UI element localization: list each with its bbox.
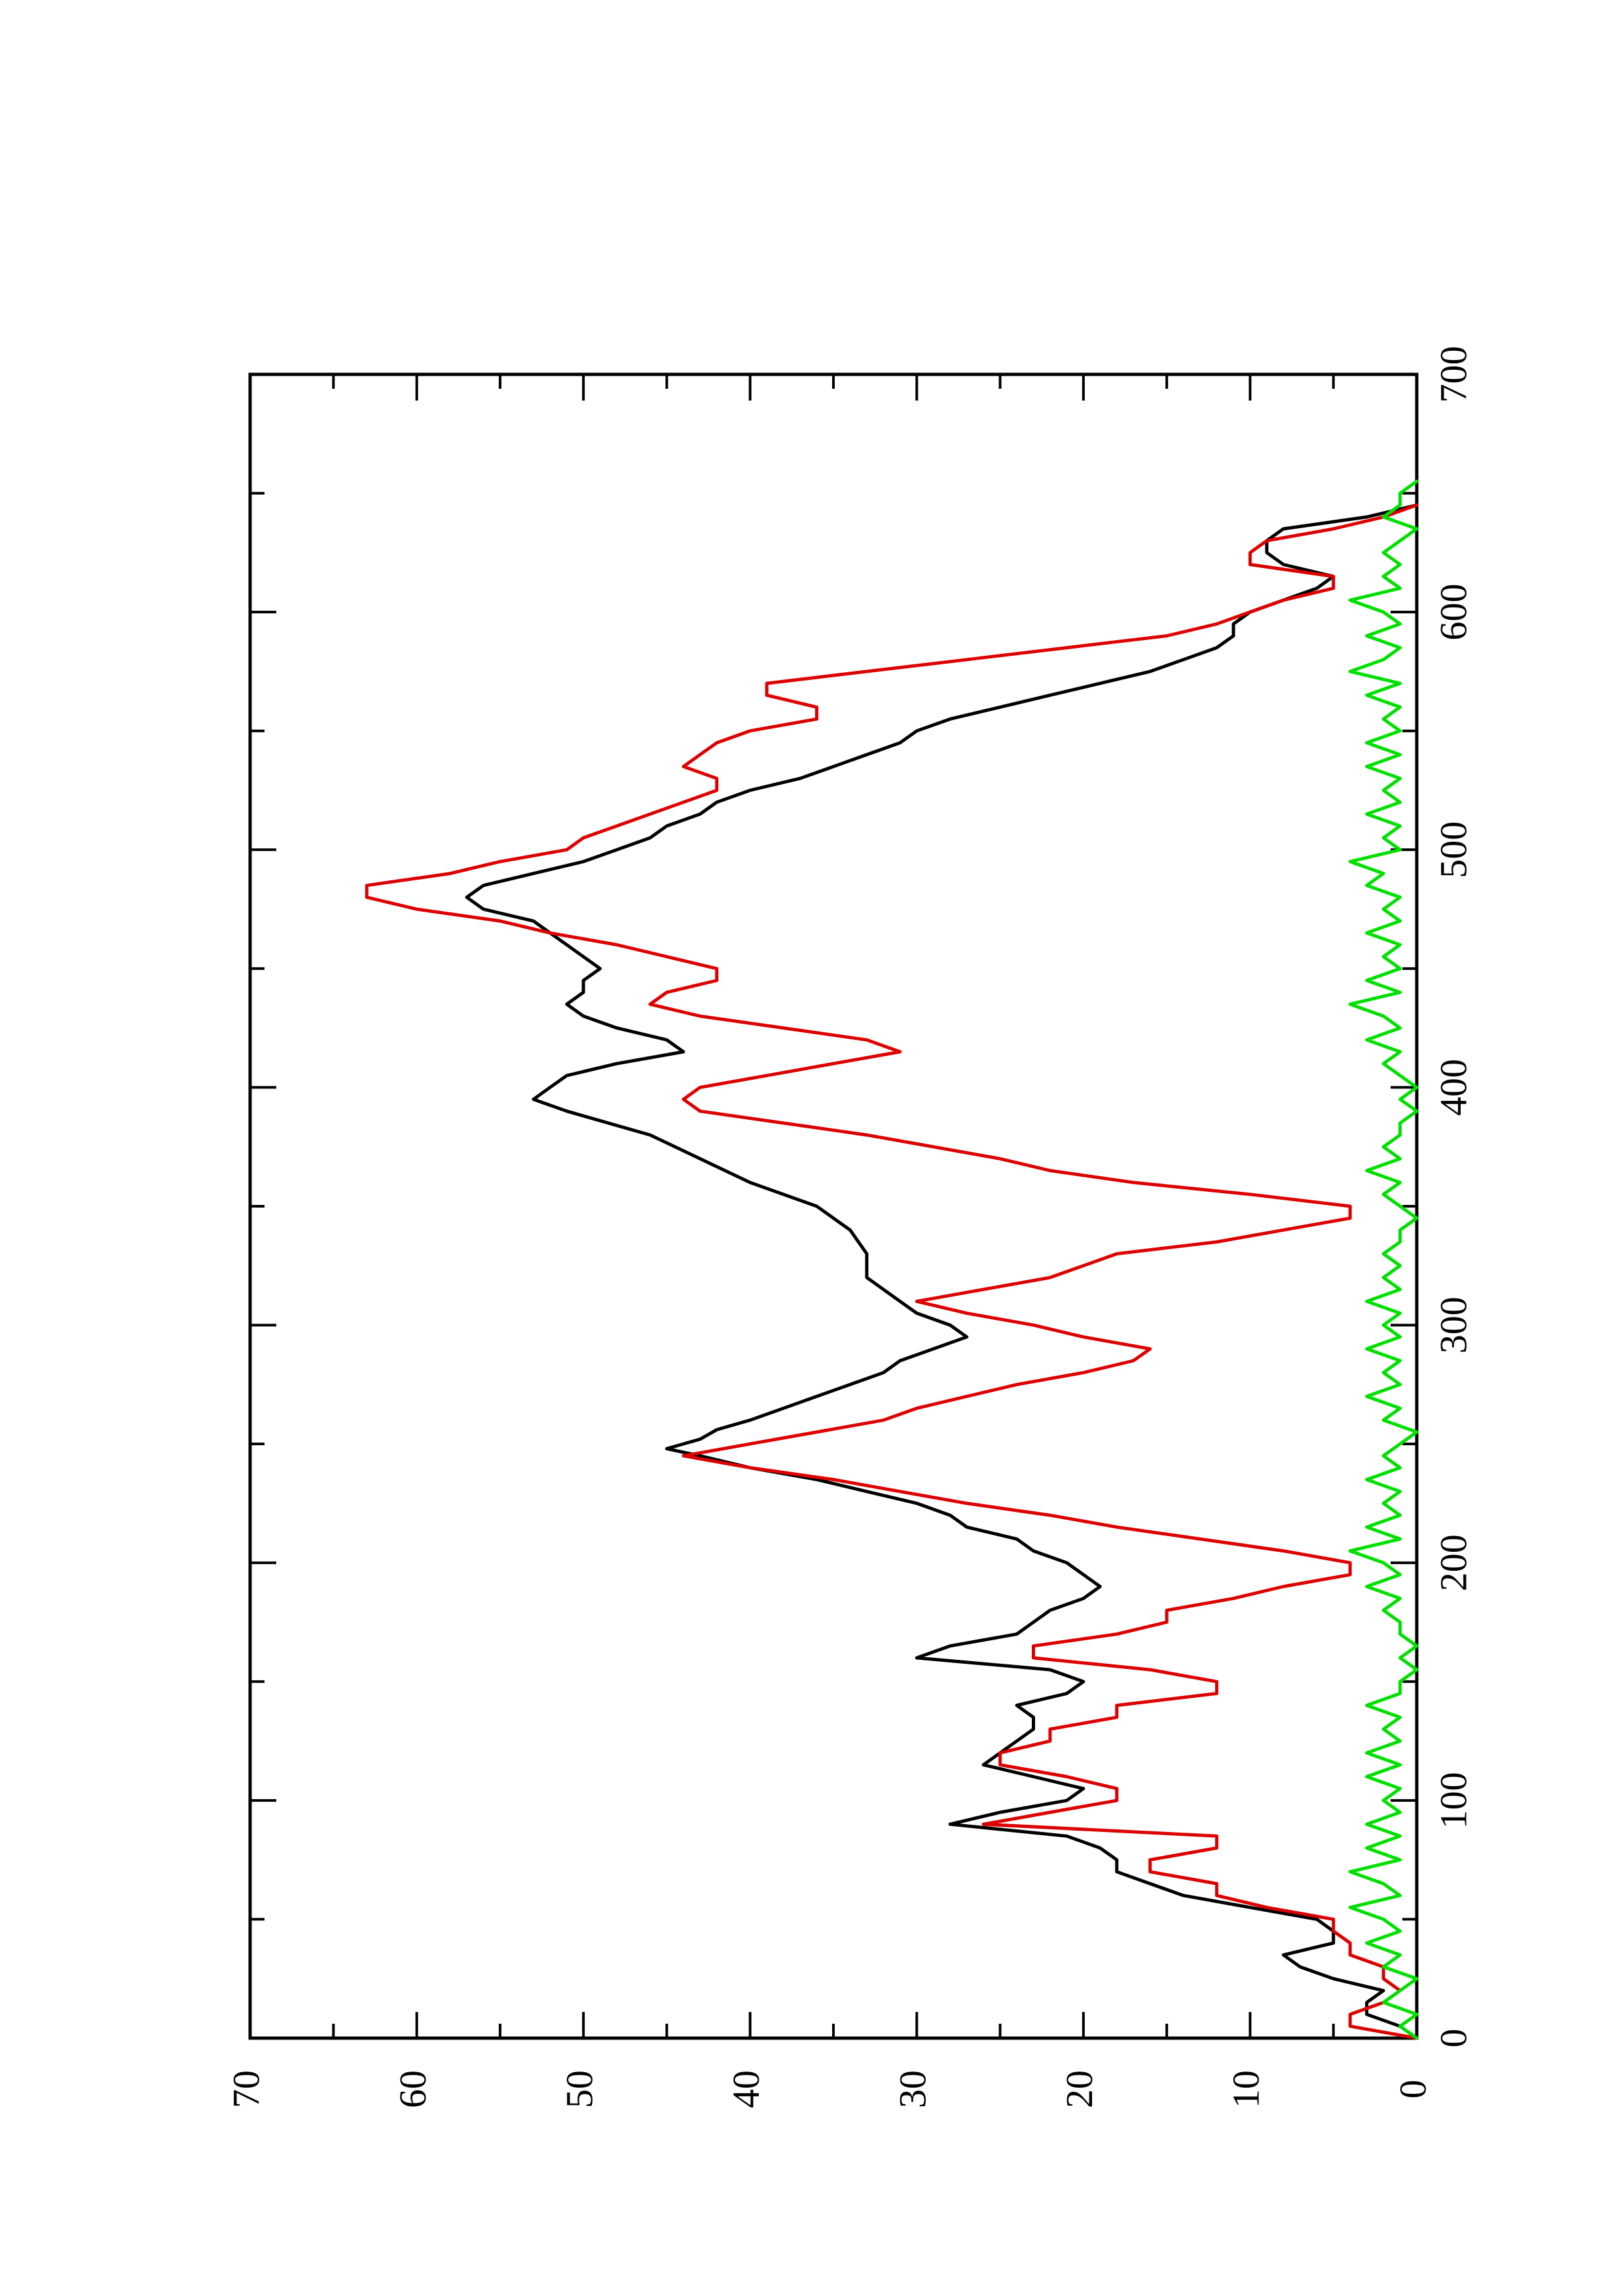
y-tick-label: 0 [1391, 2080, 1434, 2099]
x-tick-label: 600 [1432, 584, 1474, 641]
y-tick-label: 40 [725, 2070, 767, 2108]
x-tick-label: 300 [1432, 1297, 1474, 1354]
axis-ticks [249, 373, 1418, 2039]
x-tick-label: 100 [1432, 1772, 1474, 1829]
y-tick-label: 60 [392, 2070, 434, 2108]
y-tick-label: 30 [892, 2070, 934, 2108]
x-tick-label: 700 [1432, 346, 1474, 403]
series-layer [365, 479, 1419, 2040]
series-line-2 [365, 503, 1419, 2040]
x-tick-label: 400 [1432, 1059, 1474, 1116]
series-line-1 [465, 503, 1419, 2040]
plot-frame [248, 372, 1419, 2040]
y-tick-label: 20 [1058, 2070, 1101, 2108]
y-tick-label: 10 [1225, 2070, 1267, 2108]
y-tick-label: 70 [225, 2070, 267, 2108]
x-tick-label: 500 [1432, 821, 1474, 878]
y-tick-label: 50 [558, 2070, 600, 2108]
axis-tick-labels: 0 100 200 300 400 500 600 700 0 10 20 30 40 50 60 70 [225, 346, 1474, 2109]
x-tick-label: 200 [1432, 1534, 1474, 1591]
x-tick-label: 0 [1432, 2029, 1474, 2048]
series-line-3 [1348, 479, 1419, 2040]
